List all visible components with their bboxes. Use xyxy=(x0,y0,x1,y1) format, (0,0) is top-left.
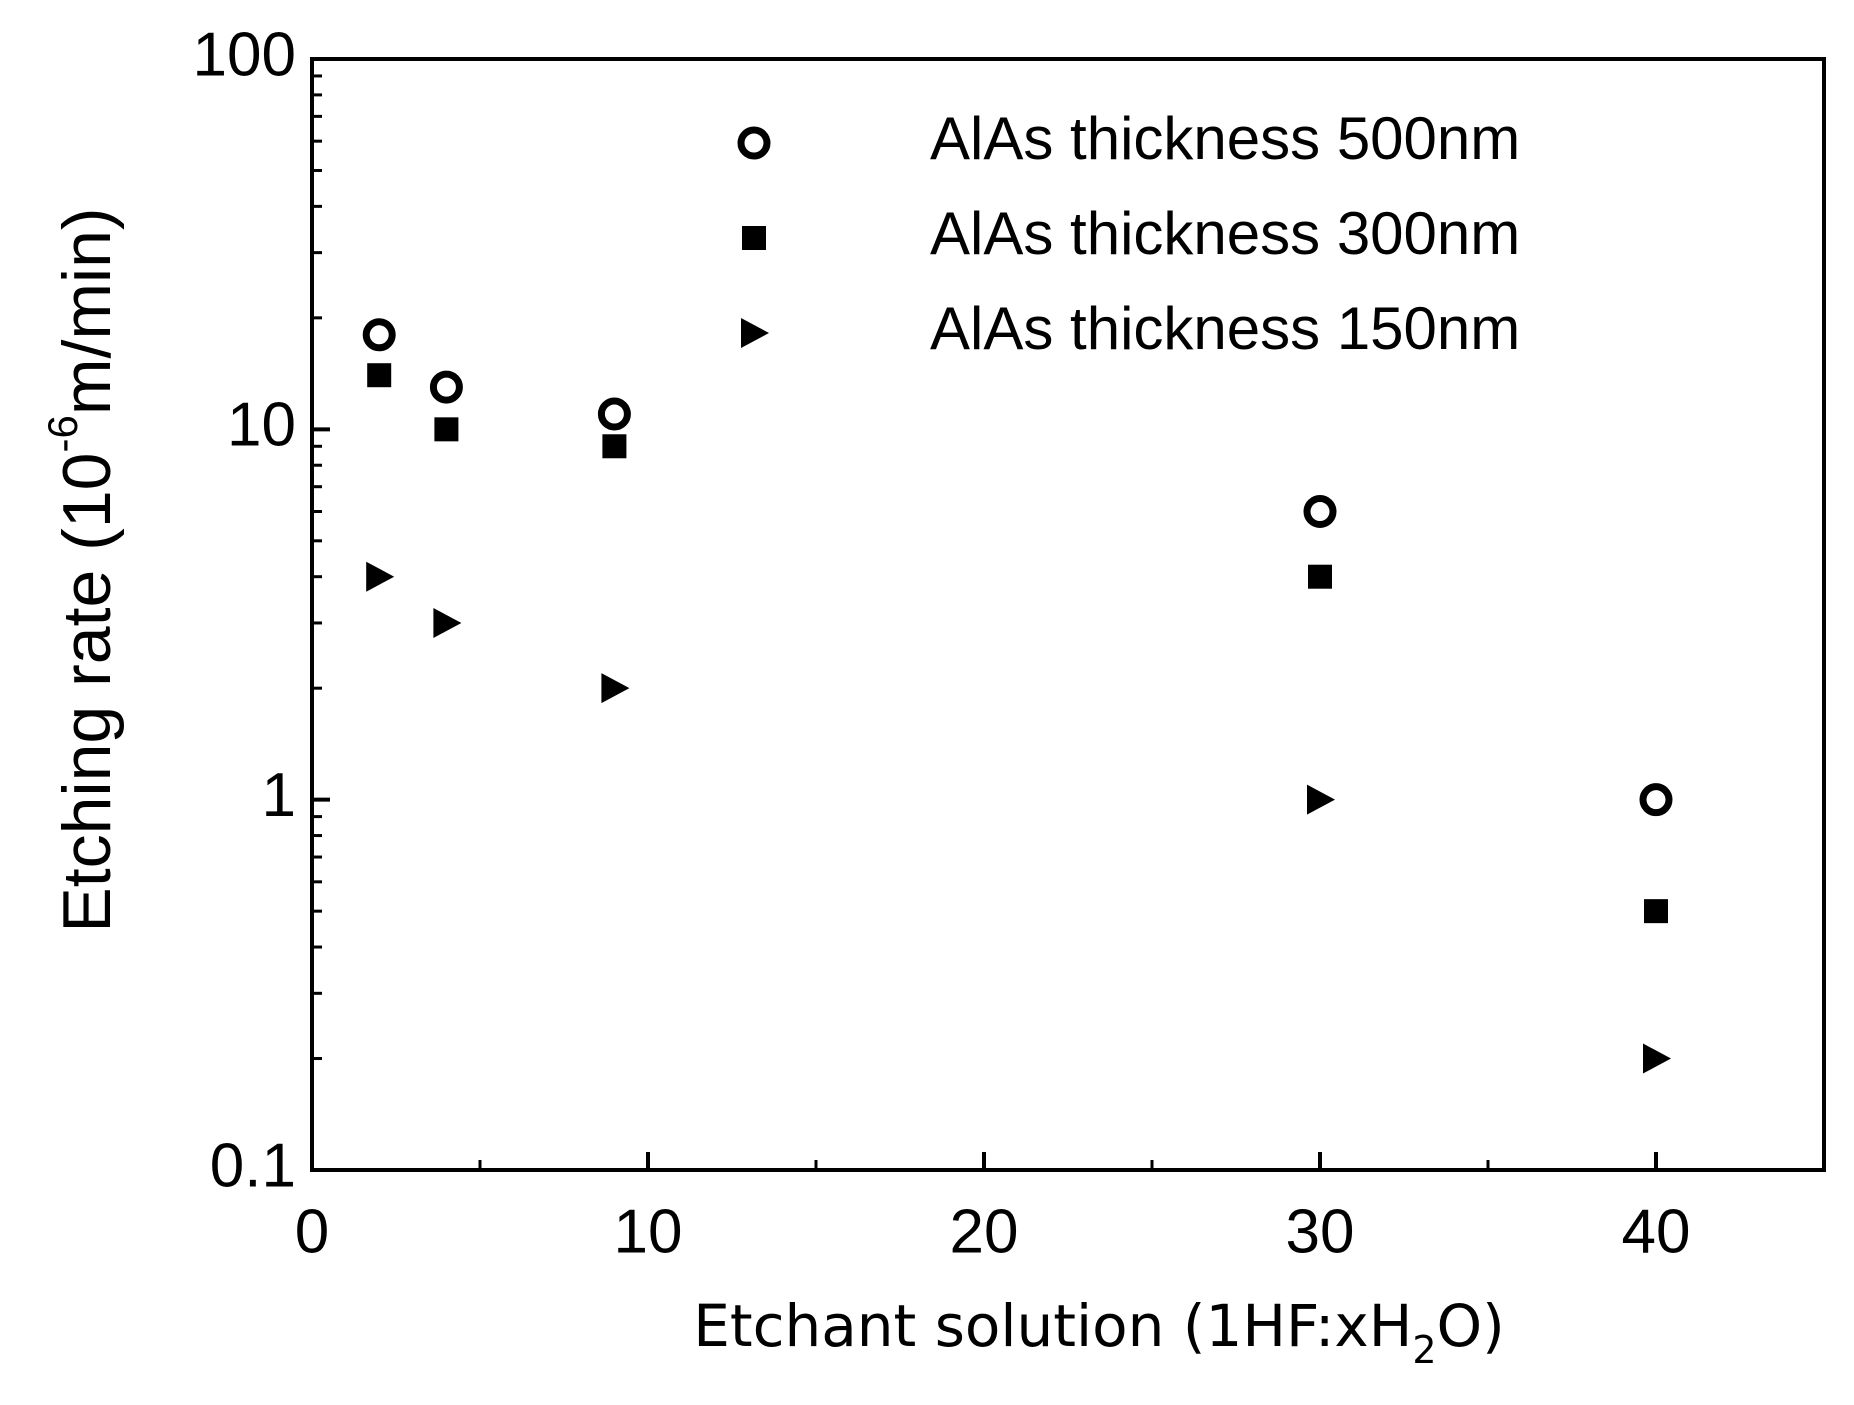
point xyxy=(1643,1043,1671,1074)
point xyxy=(434,417,459,442)
x-label-part: O) xyxy=(1437,1292,1505,1360)
y-label-part: m/min) xyxy=(49,207,125,415)
legend-label: AlAs thickness 500nm xyxy=(930,105,1520,172)
point xyxy=(367,363,392,388)
point xyxy=(1307,784,1335,815)
point xyxy=(433,607,462,638)
point xyxy=(601,673,630,704)
point xyxy=(1303,494,1337,528)
y-label-part: Etching rate (10 xyxy=(49,453,125,933)
y-axis-label: Etching rate (10-6m/min) xyxy=(39,207,125,932)
x-tick-label: 10 xyxy=(614,1197,683,1266)
point xyxy=(1644,899,1668,924)
plot-frame xyxy=(310,57,1826,1172)
legend-marker xyxy=(741,318,769,348)
x-tick-label: 30 xyxy=(1286,1197,1355,1266)
x-axis-label: Etchant solution (1HF:xH2O) xyxy=(693,1292,1505,1371)
y-tick-label: 100 xyxy=(193,20,296,89)
point xyxy=(1308,564,1332,589)
x-label-sub: 2 xyxy=(1412,1328,1436,1372)
legend-label: AlAs thickness 150nm xyxy=(930,295,1520,362)
y-tick-label: 10 xyxy=(227,391,296,460)
point xyxy=(597,397,631,431)
y-tick-label: 0.1 xyxy=(210,1131,296,1200)
x-tick-label: 0 xyxy=(295,1197,329,1266)
y-tick-label: 1 xyxy=(262,761,296,830)
point xyxy=(602,434,627,459)
point xyxy=(362,318,396,352)
x-tick-label: 20 xyxy=(950,1197,1019,1266)
legend-marker xyxy=(742,226,766,250)
x-tick-label: 40 xyxy=(1622,1197,1691,1266)
point xyxy=(366,561,395,592)
point xyxy=(429,370,463,404)
legend-marker xyxy=(737,126,771,160)
y-label-sup: -6 xyxy=(39,415,86,452)
x-label-part: Etchant solution (1HF:xH xyxy=(693,1292,1412,1360)
point xyxy=(1639,783,1673,817)
legend-label: AlAs thickness 300nm xyxy=(930,200,1520,267)
